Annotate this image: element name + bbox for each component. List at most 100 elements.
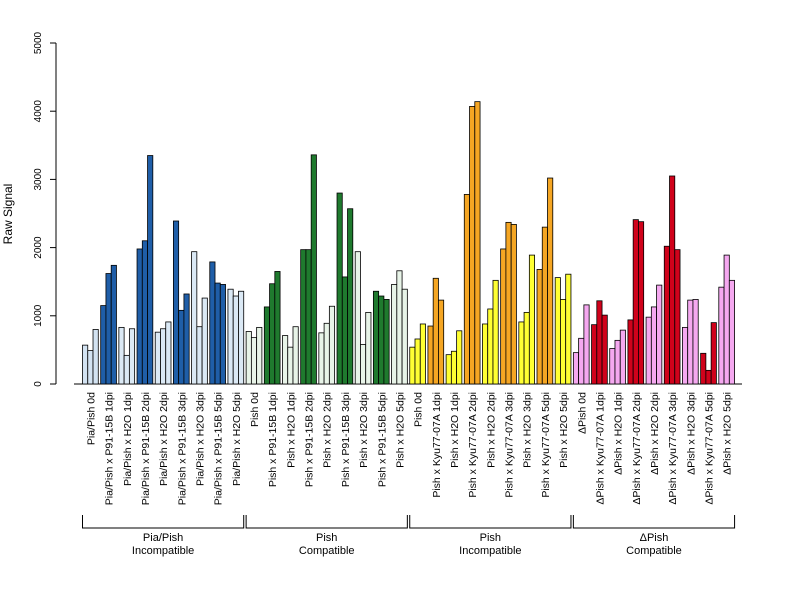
bar <box>292 326 299 385</box>
x-tick-label: Pish x H2O 5dpi <box>558 392 570 468</box>
bar <box>214 282 221 385</box>
bar <box>323 322 330 385</box>
x-tick-label: ΔPish x H2O 1dpi <box>613 392 625 475</box>
bar <box>347 208 354 385</box>
x-tick-label: Pia/Pish x P91-15B 3dpi <box>176 392 188 505</box>
y-tick-label: 4000 <box>33 100 44 123</box>
bar <box>105 273 112 385</box>
y-tick-label: 0 <box>33 381 44 387</box>
bar <box>360 344 367 385</box>
bar <box>601 314 608 385</box>
x-tick-label: Pish x H2O 1dpi <box>449 392 461 468</box>
bar <box>541 226 548 385</box>
bar <box>669 175 676 385</box>
x-tick-label: Pish x H2O 3dpi <box>522 392 534 468</box>
x-tick-label: Pia/Pish x H2O 5dpi <box>231 392 243 486</box>
x-tick-label: ΔPish x H2O 3dpi <box>685 392 697 475</box>
bar <box>500 248 507 385</box>
x-tick-label: Pish x P91-15B 2dpi <box>304 392 316 487</box>
x-tick-label: Pia/Pish x H2O 1dpi <box>122 392 134 486</box>
bar <box>409 346 416 385</box>
bar <box>572 352 580 385</box>
bar <box>287 346 294 385</box>
x-tick-label: Pia/Pish x P91-15B 5dpi <box>213 392 225 505</box>
group-brackets: Pia/PishIncompatiblePishCompatiblePishIn… <box>82 515 736 557</box>
y-axis: 0 1000 2000 3000 4000 5000 <box>33 31 57 387</box>
bar <box>663 245 670 385</box>
bar <box>560 299 567 385</box>
group-label-line2: Incompatible <box>459 545 521 557</box>
bar <box>154 331 161 385</box>
bar <box>487 308 494 385</box>
x-tick-label: Pish x P91-15B 3dpi <box>340 392 352 487</box>
bar <box>128 328 136 385</box>
bar <box>518 321 525 385</box>
bar <box>445 354 452 385</box>
x-tick-label: Pia/Pish x P91-15B 2dpi <box>140 392 152 505</box>
bar <box>147 155 154 385</box>
x-tick-label: Pia/Pish x H2O 3dpi <box>194 392 206 486</box>
x-tick-label: Pish 0d <box>413 392 425 427</box>
bar <box>565 273 572 385</box>
bar <box>305 249 312 385</box>
bar <box>474 101 481 385</box>
bar <box>256 326 263 385</box>
bars <box>82 101 735 385</box>
bar <box>227 288 234 385</box>
x-tick-label: Pish x H2O 3dpi <box>358 392 370 468</box>
x-tick-label: Pish x H2O 2dpi <box>322 392 334 468</box>
x-tick-label: Pia/Pish x P91-15B 1dpi <box>104 392 116 505</box>
bar <box>318 332 325 385</box>
bar <box>482 323 489 385</box>
bar <box>718 286 725 385</box>
bar <box>596 300 603 385</box>
group-label-line1: Pish <box>480 532 501 544</box>
bar <box>172 220 180 385</box>
bar <box>354 251 361 385</box>
bar <box>523 311 530 385</box>
bar <box>414 338 421 385</box>
bar <box>401 288 408 385</box>
bar <box>191 251 198 385</box>
bar <box>136 248 143 385</box>
bar <box>123 354 130 385</box>
group-bracket <box>572 515 736 529</box>
x-tick-label: Pish x P91-15B 1dpi <box>267 392 279 487</box>
bar <box>310 154 317 385</box>
bar <box>378 295 385 385</box>
bar <box>463 193 470 385</box>
bar <box>178 309 185 385</box>
y-tick-label: 5000 <box>33 31 44 54</box>
bar <box>700 352 707 385</box>
bar <box>372 290 380 385</box>
bar <box>682 326 689 385</box>
group-label-line2: Incompatible <box>132 545 194 557</box>
bar <box>692 299 699 385</box>
x-tick-label: ΔPish x Kyu77-07A 5dpi <box>704 392 716 505</box>
x-tick-label: Pish x H2O 2dpi <box>485 392 497 468</box>
bar <box>528 254 536 385</box>
bar <box>141 240 148 385</box>
bar <box>196 326 203 385</box>
bar <box>336 192 343 385</box>
group-label-line1: ΔPish <box>640 532 669 544</box>
bar <box>619 329 626 385</box>
bar <box>87 350 94 385</box>
bar <box>165 321 172 385</box>
bar <box>583 304 590 385</box>
bar <box>427 325 434 385</box>
x-tick-label: Pia/Pish 0d <box>85 392 97 445</box>
bar <box>282 335 289 385</box>
bar <box>383 299 390 385</box>
bar <box>432 277 439 385</box>
group-label-line1: Pia/Pish <box>143 532 183 544</box>
bar <box>547 177 554 385</box>
x-tick-label: Pish x Kyu77-07A 2dpi <box>467 392 479 498</box>
bar <box>300 249 307 385</box>
y-axis-label: Raw Signal <box>1 184 15 245</box>
bar <box>118 326 125 385</box>
bar <box>269 283 276 385</box>
x-tick-label: ΔPish 0d <box>576 392 588 434</box>
y-tick-label: 2000 <box>33 236 44 259</box>
x-tick-label: Pia/Pish x H2O 2dpi <box>158 392 170 486</box>
